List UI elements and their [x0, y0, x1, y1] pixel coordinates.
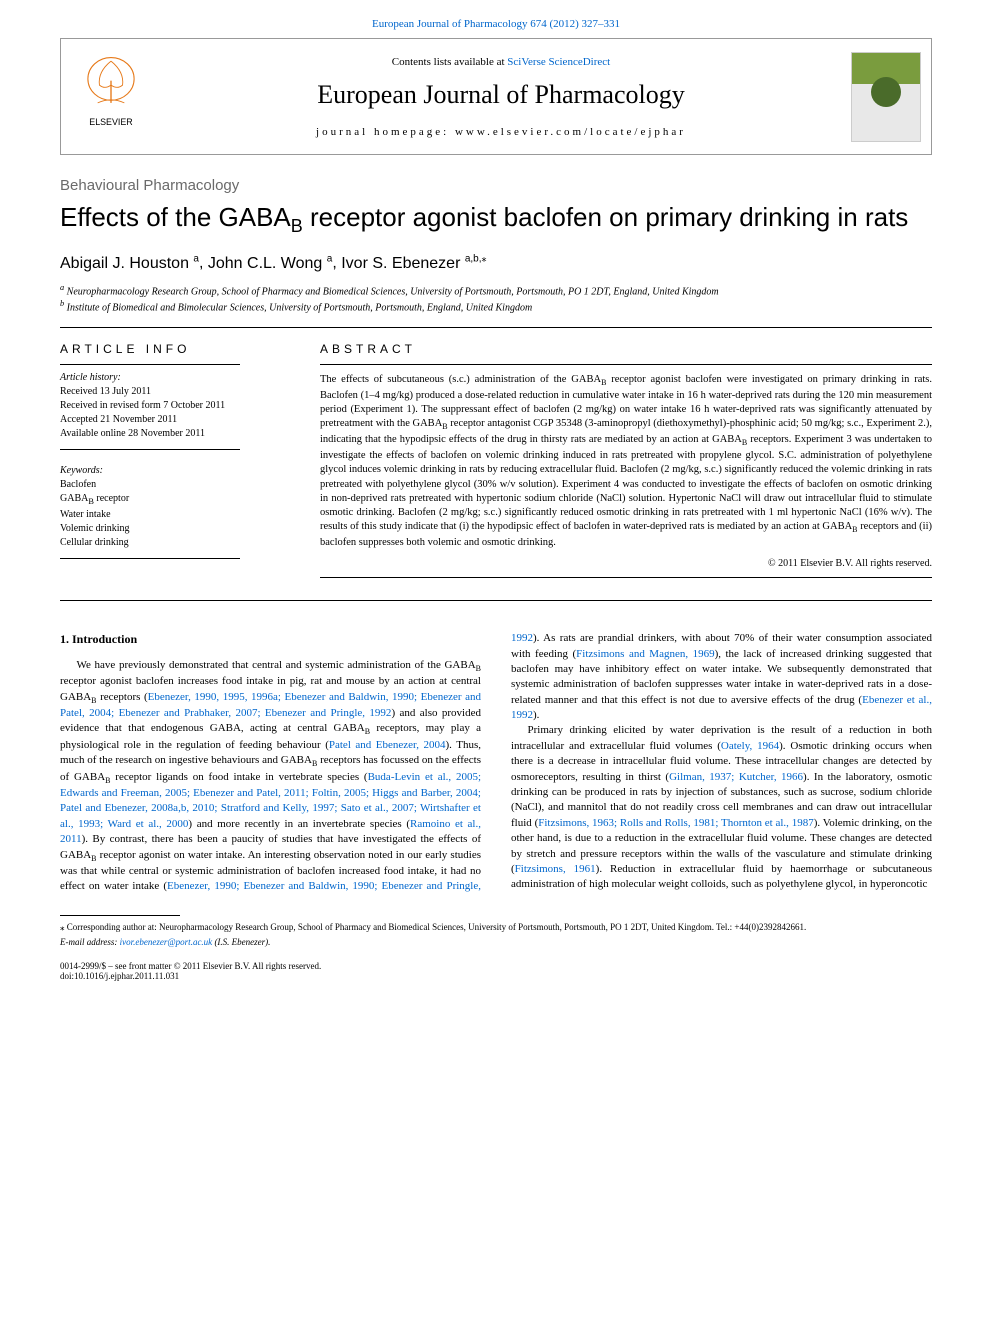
scidirect-link[interactable]: SciVerse ScienceDirect [507, 56, 610, 68]
corresp-marker: ⁎ [482, 253, 487, 264]
article-title: Effects of the GABAB receptor agonist ba… [60, 202, 932, 237]
keyword: Water intake [60, 508, 280, 522]
bottom-line: 0014-2999/$ – see front matter © 2011 El… [60, 961, 932, 981]
svg-text:ELSEVIER: ELSEVIER [89, 117, 132, 127]
header-box: ELSEVIER Contents lists available at Sci… [60, 38, 932, 155]
affiliation: b Institute of Biomedical and Bimolecula… [60, 299, 932, 313]
keyword: Volemic drinking [60, 522, 280, 536]
email-link[interactable]: ivor.ebenezer@port.ac.uk [120, 937, 213, 947]
keyword: Cellular drinking [60, 536, 280, 550]
citation-link[interactable]: Fitzsimons, 1961 [515, 863, 596, 875]
history-item: Accepted 21 November 2011 [60, 413, 280, 427]
citation-link[interactable]: Gilman, 1937; Kutcher, 1966 [669, 771, 803, 783]
abstract-heading: ABSTRACT [320, 342, 932, 356]
keyword: Baclofen [60, 478, 280, 492]
elsevier-logo: ELSEVIER [61, 39, 161, 154]
journal-citation-link[interactable]: European Journal of Pharmacology 674 (20… [0, 0, 992, 38]
citation-link[interactable]: Patel and Ebenezer, 2004 [329, 739, 446, 751]
corresponding-author: ⁎ Corresponding author at: Neuropharmaco… [60, 922, 932, 934]
abstract: ABSTRACT The effects of subcutaneous (s.… [320, 342, 932, 586]
citation-link[interactable]: Oately, 1964 [721, 740, 779, 752]
body-paragraph: Primary drinking elicited by water depri… [511, 723, 932, 892]
section-heading: 1. Introduction [60, 631, 481, 648]
article-info: ARTICLE INFO Article history: Received 1… [60, 342, 280, 586]
citation-link[interactable]: Fitzsimons, 1963; Rolls and Rolls, 1981;… [538, 817, 813, 829]
history-item: Available online 28 November 2011 [60, 427, 280, 441]
keyword: GABAB receptor [60, 492, 280, 508]
copyright: © 2011 Elsevier B.V. All rights reserved… [320, 558, 932, 569]
citation-link[interactable]: Fitzsimons and Magnen, 1969 [576, 648, 714, 660]
history-label: Article history: [60, 371, 280, 385]
journal-cover [841, 42, 931, 152]
email-line: E-mail address: ivor.ebenezer@port.ac.uk… [60, 937, 932, 947]
authors: Abigail J. Houston a, John C.L. Wong a, … [60, 253, 932, 272]
homepage-line: journal homepage: www.elsevier.com/locat… [161, 126, 841, 138]
author: John C.L. Wong a [208, 255, 332, 272]
affiliation: a Neuropharmacology Research Group, Scho… [60, 283, 932, 297]
history-item: Received in revised form 7 October 2011 [60, 399, 280, 413]
keywords-label: Keywords: [60, 464, 280, 478]
body-section: 1. Introduction We have previously demon… [60, 631, 932, 895]
history-item: Received 13 July 2011 [60, 385, 280, 399]
footer: ⁎ Corresponding author at: Neuropharmaco… [60, 915, 932, 948]
info-heading: ARTICLE INFO [60, 342, 280, 356]
section-label: Behavioural Pharmacology [60, 177, 932, 194]
contents-line: Contents lists available at SciVerse Sci… [161, 56, 841, 68]
doi-line: doi:10.1016/j.ejphar.2011.11.031 [60, 971, 321, 981]
journal-name: European Journal of Pharmacology [161, 80, 841, 110]
author: Abigail J. Houston a [60, 255, 199, 272]
author: Ivor S. Ebenezer a,b,⁎ [341, 255, 486, 272]
abstract-text: The effects of subcutaneous (s.c.) admin… [320, 373, 932, 550]
issn-line: 0014-2999/$ – see front matter © 2011 El… [60, 961, 321, 971]
